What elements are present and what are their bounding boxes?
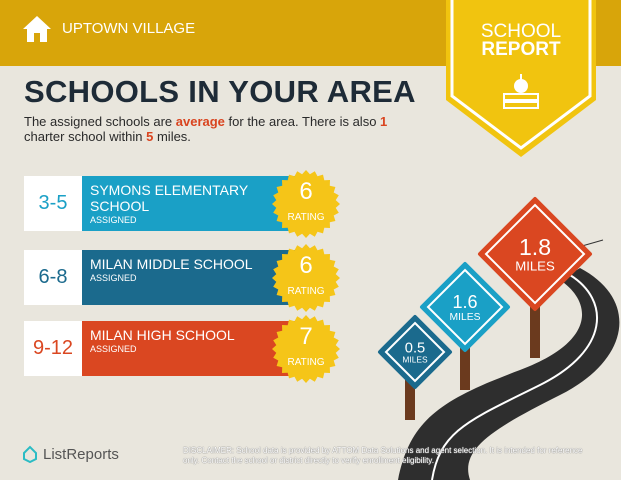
rating-value: 7	[299, 323, 313, 350]
grade-range: 9-12	[24, 321, 82, 376]
apple-books-icon	[503, 74, 539, 109]
sign-face	[378, 315, 452, 389]
school-status: ASSIGNED	[90, 215, 137, 225]
school-name: MILAN HIGH SCHOOL	[90, 327, 235, 343]
school-status: ASSIGNED	[90, 273, 137, 283]
school-row: 3-5 SYMONS ELEMENTARY SCHOOL ASSIGNED 6 R…	[24, 170, 340, 238]
distance-value: 1.8	[519, 234, 551, 260]
sign-face	[420, 262, 510, 352]
distance-unit: MILES	[515, 259, 555, 274]
disclaimer: DISCLAIMER: School data is provided by A…	[183, 446, 583, 465]
sign-post	[405, 352, 415, 420]
brand-name: ListReports	[43, 445, 119, 463]
badge-line1: SCHOOL	[480, 21, 562, 42]
school-name: SYMONS ELEMENTARY SCHOOL	[90, 182, 248, 214]
school-status: ASSIGNED	[90, 344, 137, 354]
grade-range: 6-8	[24, 250, 82, 305]
distance-value: 0.5	[405, 341, 425, 357]
rating-label: RATING	[287, 286, 325, 297]
page-title: SCHOOLS IN YOUR AREA	[24, 74, 416, 109]
school-band: MILAN MIDDLE SCHOOL ASSIGNED	[82, 250, 304, 305]
listreports-logo-icon	[23, 445, 37, 463]
school-report-badge	[446, 0, 596, 157]
school-row: 9-12 MILAN HIGH SCHOOL ASSIGNED 7 RATING	[24, 315, 340, 383]
sign-face	[478, 197, 592, 311]
rating-value: 6	[299, 252, 313, 279]
location-name: UPTOWN VILLAGE	[62, 20, 196, 37]
badge-line2: REPORT	[481, 39, 561, 60]
summary-text: The assigned schools are average for the…	[24, 114, 388, 144]
rating-seal-icon	[272, 315, 340, 383]
rating-label: RATING	[287, 357, 325, 368]
rating-seal-icon	[272, 170, 340, 238]
school-band: SYMONS ELEMENTARY SCHOOL ASSIGNED	[82, 176, 304, 231]
grade-range: 3-5	[24, 176, 82, 231]
rating-seal-icon	[272, 244, 340, 312]
distance-value: 1.6	[452, 292, 477, 312]
distance-unit: MILES	[450, 312, 481, 323]
distance-unit: MILES	[402, 355, 428, 365]
school-row: 6-8 MILAN MIDDLE SCHOOL ASSIGNED 6 RATING	[24, 244, 340, 312]
school-name: MILAN MIDDLE SCHOOL	[90, 256, 253, 272]
listreports-logo: ListReports	[22, 445, 119, 463]
school-band: MILAN HIGH SCHOOL ASSIGNED	[82, 321, 304, 376]
road	[398, 268, 620, 480]
rating-label: RATING	[287, 212, 325, 223]
rating-value: 6	[299, 178, 313, 205]
home-icon	[23, 16, 51, 42]
